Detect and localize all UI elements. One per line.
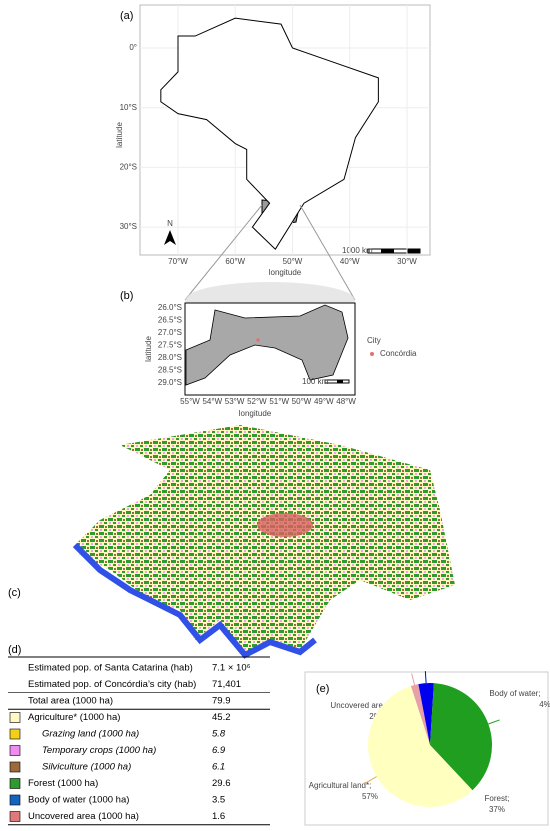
x-label: longitude	[269, 268, 302, 277]
x-tick-label: 50°W	[292, 397, 312, 406]
row-label: Estimated pop. of Santa Catarina (hab)	[28, 663, 193, 674]
legend-swatch	[9, 811, 21, 822]
row-label: Estimated pop. of Concórdia’s city (hab)	[28, 679, 196, 690]
legend-swatch	[9, 794, 21, 806]
panel-label: (b)	[120, 290, 133, 302]
panel-e: (e) Uncovered area;2%Body of water;4%For…	[304, 671, 550, 826]
y-tick-label: 10°S	[120, 103, 137, 112]
zoom-lines	[184, 204, 356, 301]
x-tick-label: 55°W	[180, 397, 200, 406]
country-outline	[160, 17, 379, 250]
row-value: 29.6	[212, 778, 231, 789]
legend-swatch	[9, 761, 21, 773]
y-tick-label: 29.0°S	[158, 378, 182, 387]
slice-label: Agricultural land*;	[309, 781, 372, 790]
slice-value-label: 4%	[539, 700, 550, 709]
scale-label: 1000 km	[342, 246, 373, 255]
row-label: Forest (1000 ha)	[28, 778, 98, 789]
x-tick-label: 51°W	[269, 397, 289, 406]
pie-slice	[418, 683, 434, 745]
row-label: Agriculture* (1000 ha)	[28, 712, 120, 723]
scale-bar	[407, 249, 420, 253]
row-value: 1.6	[212, 811, 225, 822]
slice-label: Forest;	[485, 794, 510, 803]
y-label: latitude	[115, 122, 124, 148]
scale-bar	[337, 380, 343, 383]
row-label: Grazing land (1000 ha)	[42, 729, 139, 740]
north-label: N	[167, 219, 173, 228]
slice-value-label: 37%	[489, 805, 505, 814]
y-tick-label: 28.0°S	[158, 353, 182, 362]
x-tick-label: 48°W	[336, 397, 356, 406]
row-label: Temporary crops (1000 ha)	[42, 745, 156, 756]
x-tick-label: 70°W	[168, 257, 188, 266]
x-tick-label: 49°W	[314, 397, 334, 406]
panel-a: (a) longitude latitude N 1000 km 70°W 60°…	[115, 4, 431, 277]
row-value: 45.2	[212, 712, 231, 723]
row-label: Silviculture (1000 ha)	[42, 762, 131, 773]
pie-slice	[430, 683, 493, 791]
panel-label: (e)	[316, 683, 329, 695]
panel-label: (c)	[8, 587, 21, 599]
x-label: longitude	[239, 409, 272, 418]
panel-label: (a)	[120, 10, 133, 22]
y-tick-label: 26.0°S	[158, 303, 182, 312]
x-tick-label: 50°W	[283, 257, 303, 266]
panel-c: (c)	[8, 425, 455, 659]
scale-bar	[381, 249, 394, 253]
legend-swatch	[9, 778, 21, 789]
y-tick-label: 27.0°S	[158, 328, 182, 337]
y-tick-label: 28.5°S	[158, 366, 182, 375]
slice-label: Body of water;	[489, 689, 540, 698]
legend-entry: Concórdia	[380, 349, 417, 358]
row-value: 3.5	[212, 795, 225, 806]
row-label: Uncovered area (1000 ha)	[28, 811, 139, 822]
x-tick-label: 52°W	[247, 397, 267, 406]
panel-b: (b) 100 km longitude latitude City Concó…	[120, 290, 417, 418]
state-shape	[185, 304, 349, 386]
y-tick-label: 0°	[129, 43, 137, 52]
y-tick-label: 27.5°S	[158, 341, 182, 350]
panel-d: (d) Estimated pop. of Santa Catarina (ha…	[8, 644, 270, 826]
row-label: Total area (1000 ha)	[28, 696, 113, 707]
slice-value-label: 57%	[362, 792, 378, 801]
y-tick-label: 20°S	[120, 163, 137, 172]
legend-swatch	[9, 712, 21, 723]
legend-title: City	[367, 336, 381, 345]
river-border	[72, 542, 317, 659]
x-tick-label: 30°W	[397, 257, 417, 266]
city-point	[256, 338, 260, 342]
row-value: 79.9	[212, 696, 231, 707]
row-value: 7.1 × 10⁶	[212, 663, 251, 674]
x-tick-label: 53°W	[225, 397, 245, 406]
leader-line	[424, 671, 427, 684]
leader-line	[366, 776, 377, 784]
scale-label: 100 km	[302, 377, 329, 386]
north-arrow	[164, 230, 176, 245]
pie-slice	[410, 684, 430, 745]
y-label: latitude	[144, 336, 153, 362]
y-tick-label: 26.5°S	[158, 316, 182, 325]
panel-label: (d)	[8, 644, 21, 656]
leader-line	[488, 719, 500, 725]
x-tick-label: 54°W	[202, 397, 222, 406]
row-label: Body of water (1000 ha)	[28, 795, 129, 806]
slice-label: Uncovered area;	[330, 701, 389, 710]
y-tick-label: 30°S	[120, 222, 137, 231]
legend-swatch	[9, 728, 21, 740]
legend-swatch	[9, 745, 21, 756]
row-value: 5.8	[212, 729, 226, 740]
row-value: 6.1	[212, 762, 225, 773]
pie-slice	[368, 686, 473, 807]
legend-marker	[370, 352, 374, 356]
x-tick-label: 60°W	[225, 257, 245, 266]
row-value: 6.9	[212, 745, 226, 756]
row-value: 71,401	[212, 679, 241, 690]
urban-area	[257, 513, 313, 537]
x-tick-label: 40°W	[340, 257, 360, 266]
leader-line	[411, 673, 416, 686]
land-use-map	[75, 425, 455, 655]
